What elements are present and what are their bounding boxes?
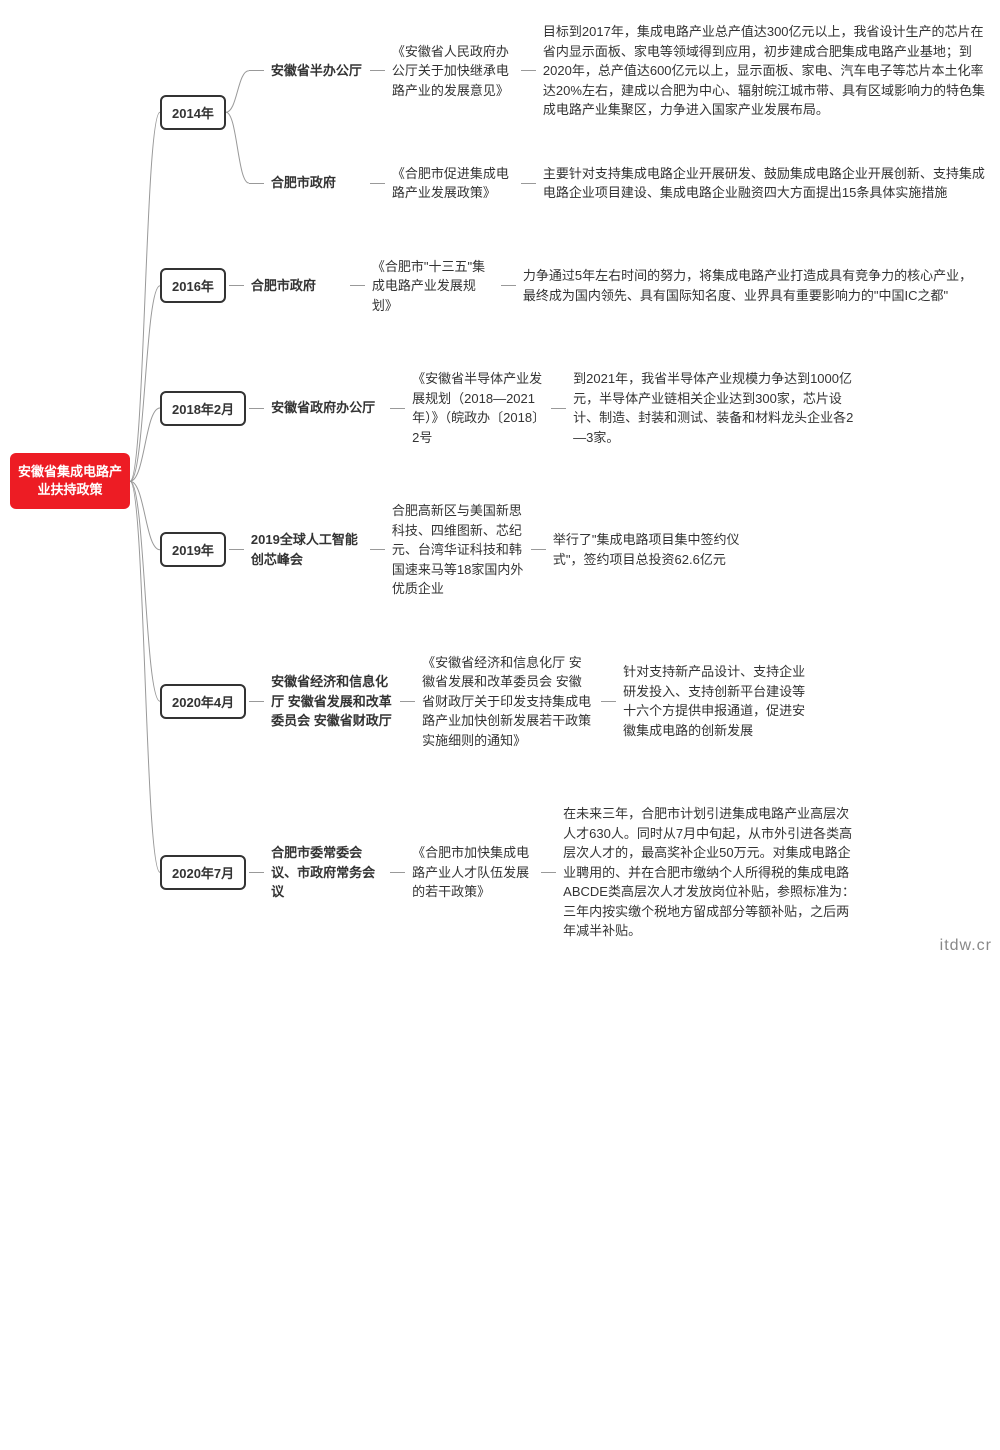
connector [370, 70, 385, 71]
sub-branches: 安徽省半办公厅 《安徽省人民政府办公厅关于加快继承电路产业的发展意见》 目标到2… [246, 20, 999, 205]
connector [249, 70, 264, 71]
connector [521, 183, 536, 184]
watermark: itdw.cr [940, 937, 992, 955]
year-node: 2020年7月 [160, 855, 246, 890]
org-node: 安徽省经济和信息化厅 安徽省发展和改革委员会 安徽省财政厅 [267, 670, 397, 733]
connector [531, 549, 546, 550]
mindmap-root-container: 安徽省集成电路产业扶持政策 2014年 安徽省半办公厅 《安徽省人民政府办公厅关… [10, 20, 990, 943]
connector [249, 701, 264, 702]
branches-container: 2014年 安徽省半办公厅 《安徽省人民政府办公厅关于加快继承电路产业的发展意见… [160, 20, 999, 943]
year-node: 2018年2月 [160, 391, 246, 426]
year-node: 2019年 [160, 532, 226, 567]
branch-2020-04: 2020年4月 安徽省经济和信息化厅 安徽省发展和改革委员会 安徽省财政厅 《安… [160, 651, 999, 753]
org-node: 安徽省政府办公厅 [267, 396, 387, 420]
org-node: 2019全球人工智能创芯峰会 [247, 528, 367, 571]
policy-node: 《合肥市加快集成电路产业人才队伍发展的若干政策》 [408, 841, 538, 904]
connector [390, 872, 405, 873]
org-node: 安徽省半办公厅 [267, 59, 367, 83]
detail-node: 针对支持新产品设计、支持企业研发投入、支持创新平台建设等十六个方提供申报通道，促… [619, 660, 819, 742]
connector [390, 408, 405, 409]
root-node: 安徽省集成电路产业扶持政策 [10, 453, 130, 509]
policy-node: 《合肥市"十三五"集成电路产业发展规划》 [368, 255, 498, 318]
branch-2016: 2016年 合肥市政府 《合肥市"十三五"集成电路产业发展规划》 力争通过5年左… [160, 255, 999, 318]
branch-2018: 2018年2月 安徽省政府办公厅 《安徽省半导体产业发展规划（2018—2021… [160, 367, 999, 449]
sub-branch: 安徽省半办公厅 《安徽省人民政府办公厅关于加快继承电路产业的发展意见》 目标到2… [246, 20, 999, 122]
connector [229, 549, 244, 550]
connector [249, 408, 264, 409]
connector [370, 183, 385, 184]
connector [229, 285, 244, 286]
policy-node: 《安徽省半导体产业发展规划（2018—2021年）》（皖政办〔2018〕2号 [408, 367, 548, 449]
connector [541, 872, 556, 873]
connector [400, 701, 415, 702]
branch-2020-07: 2020年7月 合肥市委常委会议、市政府常务会议 《合肥市加快集成电路产业人才队… [160, 802, 999, 943]
detail-node: 主要针对支持集成电路企业开展研发、鼓励集成电路企业开展创新、支持集成电路企业项目… [539, 162, 999, 205]
policy-node: 《安徽省经济和信息化厅 安徽省发展和改革委员会 安徽省财政厅关于印发支持集成电路… [418, 651, 598, 753]
connector [521, 70, 536, 71]
connector [551, 408, 566, 409]
org-node: 合肥市委常委会议、市政府常务会议 [267, 841, 387, 904]
detail-node: 目标到2017年，集成电路产业总产值达300亿元以上，我省设计生产的芯片在省内显… [539, 20, 999, 122]
detail-node: 到2021年，我省半导体产业规模力争达到1000亿元，半导体产业链相关企业达到3… [569, 367, 869, 449]
connector [601, 701, 616, 702]
connector [249, 872, 264, 873]
branch-2014: 2014年 安徽省半办公厅 《安徽省人民政府办公厅关于加快继承电路产业的发展意见… [160, 20, 999, 205]
branch-2019: 2019年 2019全球人工智能创芯峰会 合肥高新区与美国新思科技、四维图新、芯… [160, 499, 999, 601]
policy-node: 《安徽省人民政府办公厅关于加快继承电路产业的发展意见》 [388, 40, 518, 103]
org-node: 合肥市政府 [267, 171, 367, 195]
sub-branch: 合肥市政府 《合肥市促进集成电路产业发展政策》 主要针对支持集成电路企业开展研发… [246, 162, 999, 205]
connector [501, 285, 516, 286]
detail-node: 在未来三年，合肥市计划引进集成电路产业高层次人才630人。同时从7月中旬起，从市… [559, 802, 859, 943]
policy-node: 合肥高新区与美国新思科技、四维图新、芯纪元、台湾华证科技和韩国速来马等18家国内… [388, 499, 528, 601]
org-node: 合肥市政府 [247, 274, 347, 298]
year-node: 2016年 [160, 268, 226, 303]
connector [350, 285, 365, 286]
connector [249, 183, 264, 184]
connector [370, 549, 385, 550]
year-node: 2020年4月 [160, 684, 246, 719]
detail-node: 举行了"集成电路项目集中签约仪式"，签约项目总投资62.6亿元 [549, 528, 749, 571]
year-node: 2014年 [160, 95, 226, 130]
detail-node: 力争通过5年左右时间的努力，将集成电路产业打造成具有竞争力的核心产业，最终成为国… [519, 264, 979, 307]
policy-node: 《合肥市促进集成电路产业发展政策》 [388, 162, 518, 205]
